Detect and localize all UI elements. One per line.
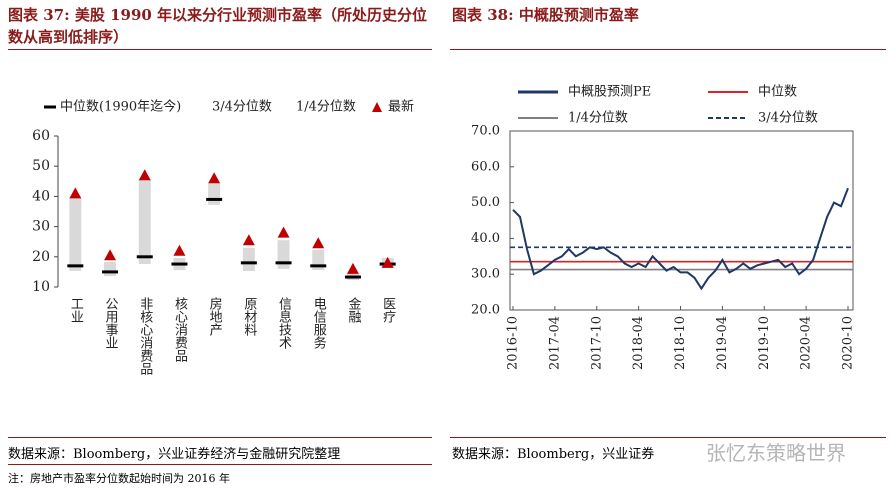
y-tick-label: 20.0 [471,303,500,318]
range-bar [208,183,221,205]
latest-marker [242,234,255,246]
divider [450,437,886,438]
latest-marker [208,172,221,184]
latest-marker [104,249,117,261]
divider [450,49,886,50]
range-bar [242,247,255,271]
x-tick-label: 公用事业 [103,297,119,349]
x-tick-label: 2019-10 [757,316,772,370]
legend-label: 3/4分位数 [212,100,272,115]
y-tick-label: 10 [32,279,50,295]
legend-label: 3/4分位数 [758,111,818,126]
x-tick-label: 2018-04 [631,316,646,370]
median-mark [171,262,188,266]
y-tick-label: 50.0 [471,195,500,210]
source: 数据来源：Bloomberg，兴业证券 [452,447,655,462]
y-tick-label: 60.0 [471,159,500,174]
y-tick-label: 50 [32,158,50,174]
x-tick-label: 2017-10 [589,316,604,370]
median-mark [275,261,292,265]
x-tick-label: 2019-04 [715,316,730,370]
latest-marker [138,169,151,181]
x-tick-label: 2020-10 [841,316,856,370]
median-mark [102,270,119,274]
latest-marker [173,244,186,256]
legend-label: 1/4分位数 [296,100,356,115]
legend-label: 1/4分位数 [568,111,628,126]
source: 数据来源：Bloomberg，兴业证券经济与金融研究院整理 [8,447,341,462]
chart: 10 20 30 40 50 60 工业 公用事业 非核心消费品 核心消费品 房地产 原材料 信息技术 电… [32,99,414,376]
x-tick-label: 医疗 [380,297,396,323]
median-mark [67,264,84,268]
x-tick-label: 非核心消费品 [137,297,153,375]
latest-marker [312,237,325,249]
chart-title: 图表 37: 美股 1990 年以来分行业预测市盈率（所处历史分位数从高到低排序… [8,6,428,46]
median-mark [206,197,223,201]
range-bar [69,197,82,271]
plot-frame [509,130,854,311]
x-tick-label: 信息技术 [276,297,292,349]
y-tick-label: 40 [32,188,50,204]
legend-label: 中概股预测PE [568,85,651,100]
x-tick-label: 2017-04 [547,316,562,370]
divider [8,464,432,465]
x-tick-label: 2016-10 [506,316,521,370]
x-tick-label: 工业 [68,297,84,323]
range-bar [138,179,151,265]
range-bar [104,261,117,277]
median-mark [240,261,257,265]
chart: 20.0 30.0 40.0 50.0 60.0 70.0 2016-10 2017-04 20… [471,85,856,371]
watermark: 张忆东策略世界 [706,441,846,465]
legend-swatch [372,102,382,112]
divider [8,49,432,50]
median-mark [344,275,361,279]
x-tick-label: 2018-10 [673,316,688,370]
x-tick-label: 金融 [345,296,361,323]
legend-label: 最新 [388,99,414,115]
median-mark [136,255,153,259]
y-tick-label: 40.0 [471,231,500,246]
y-tick-label: 30 [32,219,50,235]
divider [8,437,432,438]
median-mark [310,264,327,268]
x-tick-label: 房地产 [207,296,223,337]
note: 注：房地产市盈率分位数起始时间为 2016 年 [8,472,230,485]
latest-marker [346,262,359,274]
latest-marker [69,187,82,199]
legend-swatch [44,105,56,109]
x-tick-label: 2020-04 [799,316,814,370]
x-tick-label: 核心消费品 [172,297,188,362]
legend-label: 中位数(1990年迄今) [60,99,181,115]
y-tick-label: 70.0 [471,124,500,139]
latest-marker [381,256,394,268]
legend-label: 中位数 [758,85,797,100]
y-tick-label: 20 [32,249,50,265]
y-tick-label: 30.0 [471,267,500,282]
latest-marker [277,226,290,238]
y-tick-label: 60 [32,128,50,144]
x-tick-label: 原材料 [241,297,257,336]
range-bar [277,240,290,269]
x-tick-label: 电信服务 [311,297,327,349]
data-line [512,187,849,291]
chart-title: 图表 38: 中概股预测市盈率 [452,6,639,24]
